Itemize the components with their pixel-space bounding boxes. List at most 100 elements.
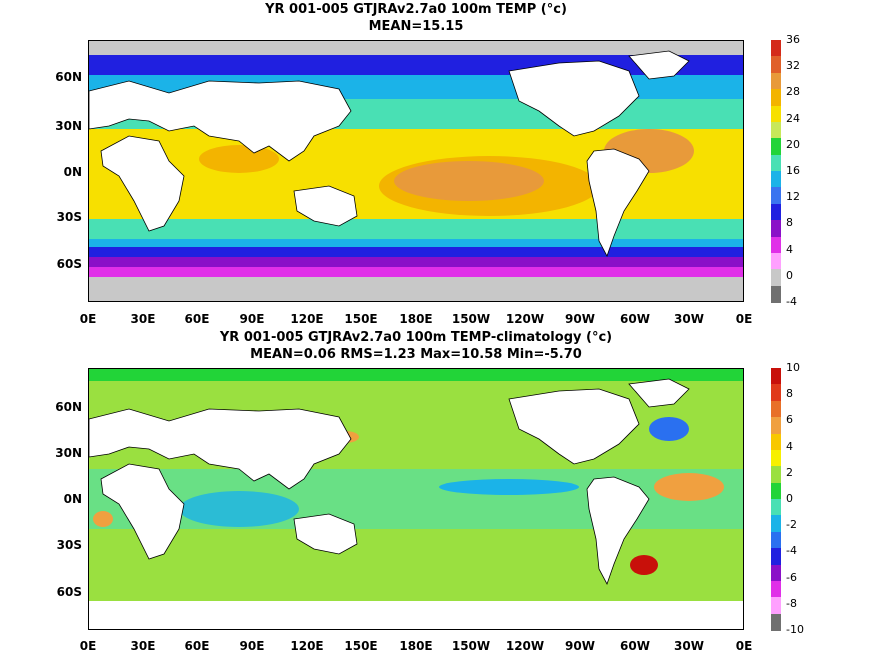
antarctic-ice <box>89 277 743 301</box>
colorbar-tick-label: 4 <box>786 439 793 453</box>
top-temperature-map <box>88 40 744 302</box>
top-ylabel: 30N <box>55 119 82 133</box>
australia <box>293 185 358 227</box>
antarctica <box>89 601 743 629</box>
colorbar-tick-label: 32 <box>786 59 800 73</box>
top-xlabel: 150W <box>451 312 491 326</box>
top-ylabel: 0N <box>63 165 82 179</box>
colorbar-tick-label: 0 <box>786 492 793 505</box>
top-xlabel: 90W <box>565 312 595 326</box>
africa <box>100 135 185 232</box>
colorbar-swatch <box>771 40 781 57</box>
bottom-xlabel: 30E <box>130 639 156 653</box>
top-ylabel: 60N <box>55 70 82 84</box>
colorbar-tick-label: 8 <box>786 216 793 230</box>
bottom-xlabel: 120W <box>505 639 545 653</box>
colorbar-swatch <box>771 187 781 205</box>
colorbar-swatch <box>771 236 781 254</box>
colorbar-swatch <box>771 417 781 434</box>
north-america <box>508 60 640 137</box>
colorbar-swatch <box>771 482 781 500</box>
colorbar-tick-label: -2 <box>786 518 797 532</box>
top-ylabel: 30S <box>56 210 82 224</box>
top-xlabel: 180E <box>399 312 433 326</box>
top-xlabel: 30W <box>674 312 704 326</box>
colorbar-tick-label: 24 <box>786 111 800 125</box>
colorbar-tick-label: 36 <box>786 33 800 46</box>
colorbar-swatch <box>771 171 781 188</box>
top-map-subtitle: MEAN=15.15 <box>368 19 464 34</box>
colorbar-swatch <box>771 269 781 287</box>
bottom-xlabel: 150E <box>344 639 378 653</box>
colorbar-swatch <box>771 564 781 582</box>
bottom-xlabel: 30W <box>674 639 704 653</box>
bottom-ylabel: 30N <box>55 446 82 460</box>
bottom-xlabel: 0E <box>79 639 97 653</box>
top-xlabel: 0E <box>735 312 753 326</box>
colorbar-tick-label: 12 <box>786 190 800 204</box>
top-xlabel: 30E <box>130 312 156 326</box>
colorbar-tick-label: 6 <box>786 413 793 427</box>
south-america <box>586 148 650 257</box>
colorbar-tick-label: 20 <box>786 137 800 151</box>
colorbar-swatch <box>771 203 781 221</box>
colorbar-tick-label: 28 <box>786 85 800 99</box>
bottom-xlabel: 150W <box>451 639 491 653</box>
colorbar-tick-label: 8 <box>786 387 793 401</box>
colorbar-tick-label: -4 <box>786 544 797 558</box>
colorbar-swatch <box>771 400 781 418</box>
colorbar-swatch <box>771 72 781 90</box>
bottom-xlabel: 90E <box>239 639 265 653</box>
colorbar-swatch <box>771 580 781 598</box>
bottom-xlabel: 90W <box>565 639 595 653</box>
bottom-map-title: YR 001-005 GTJRAv2.7a0 100m TEMP-climato… <box>219 330 613 345</box>
bottom-colorbar <box>771 368 781 631</box>
top-ylabel: 60S <box>56 257 82 271</box>
colorbar-swatch <box>771 285 781 303</box>
bottom-ylabel: 60S <box>56 585 82 599</box>
bottom-xlabel: 120E <box>290 639 324 653</box>
colorbar-tick-label: -6 <box>786 570 797 584</box>
colorbar-swatch <box>771 499 781 516</box>
colorbar-swatch <box>771 597 781 615</box>
top-xlabel: 0E <box>79 312 97 326</box>
colorbar-swatch <box>771 531 781 549</box>
continents <box>89 50 690 257</box>
colorbar-tick-label: 0 <box>786 268 793 282</box>
bottom-xlabel: 180E <box>399 639 433 653</box>
bottom-ylabel: 60N <box>55 400 82 414</box>
colorbar-swatch <box>771 548 781 565</box>
colorbar-tick-label: 4 <box>786 242 793 256</box>
colorbar-swatch <box>771 433 781 451</box>
colorbar-swatch <box>771 220 781 237</box>
bottom-ylabel: 30S <box>56 538 82 552</box>
arctic-ice <box>89 41 743 55</box>
eurasia <box>89 80 352 162</box>
colorbar-swatch <box>771 154 781 172</box>
bottom-xlabel: 60W <box>620 639 650 653</box>
colorbar-swatch <box>771 515 781 533</box>
colorbar-tick-label: 10 <box>786 361 800 374</box>
top-xlabel: 60W <box>620 312 650 326</box>
top-xlabel: 60E <box>184 312 210 326</box>
colorbar-swatch <box>771 89 781 106</box>
bottom-xlabel: 60E <box>184 639 210 653</box>
colorbar-swatch <box>771 613 781 631</box>
colorbar-tick-label: 16 <box>786 164 800 177</box>
continents-anomaly <box>89 378 690 585</box>
bottom-ylabel: 0N <box>63 492 82 506</box>
top-colorbar <box>771 40 781 303</box>
top-map-canvas <box>89 41 743 301</box>
colorbar-swatch <box>771 105 781 123</box>
top-xlabel: 90E <box>239 312 265 326</box>
colorbar-swatch <box>771 121 781 139</box>
greenland <box>628 50 690 80</box>
bottom-anomaly-map <box>88 368 744 630</box>
colorbar-tick-label: -8 <box>786 596 797 610</box>
top-xlabel: 150E <box>344 312 378 326</box>
colorbar-tick-label: -4 <box>786 295 797 308</box>
colorbar-swatch <box>771 252 781 270</box>
colorbar-swatch <box>771 368 781 385</box>
colorbar-swatch <box>771 56 781 74</box>
colorbar-tick-label: -10 <box>786 623 804 636</box>
